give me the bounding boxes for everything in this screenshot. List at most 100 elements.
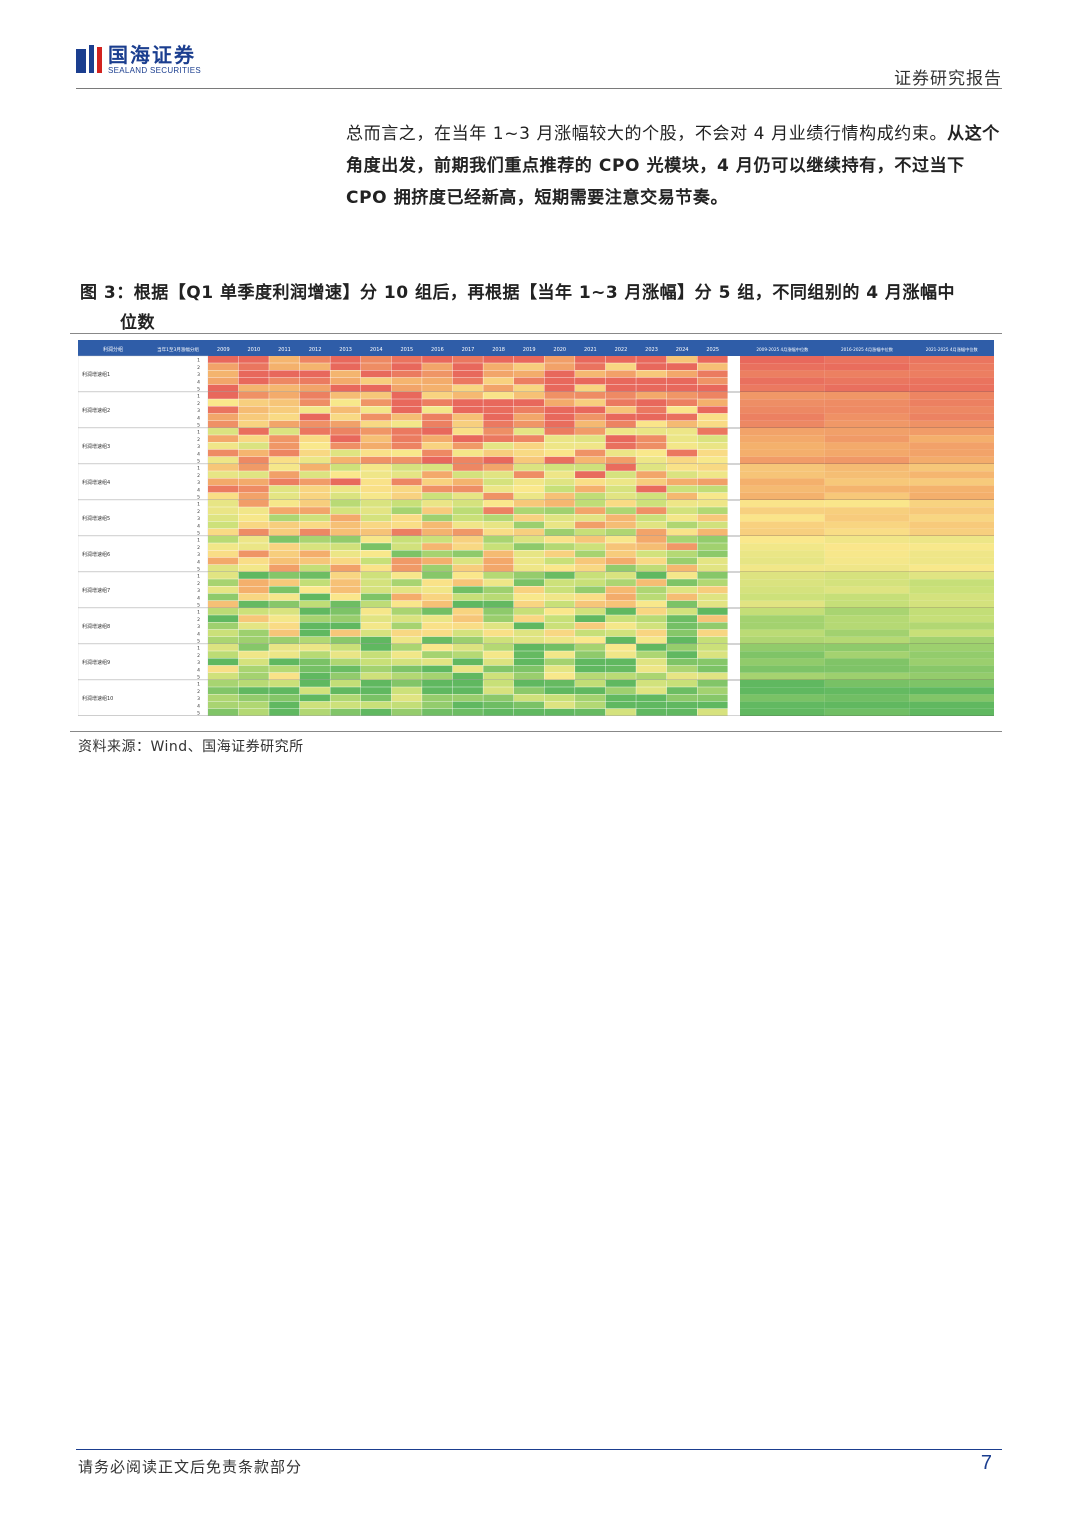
summary-cell xyxy=(909,550,994,558)
summary-cell xyxy=(909,687,994,695)
summary-cell xyxy=(740,636,825,644)
subgroup-rank: 1 xyxy=(197,538,200,544)
heatmap-cell xyxy=(666,694,698,702)
heatmap-cell xyxy=(330,636,361,644)
summary-cell xyxy=(740,399,825,407)
heatmap-cell xyxy=(666,449,698,457)
heatmap-cell xyxy=(697,629,728,637)
heatmap-cell xyxy=(544,608,575,615)
heatmap-cell xyxy=(269,672,300,680)
heatmap-cell xyxy=(697,478,728,486)
heatmap-cell xyxy=(575,392,606,399)
heatmap-cell xyxy=(452,478,483,486)
heatmap-cell xyxy=(269,701,300,709)
heatmap-cell xyxy=(269,356,300,363)
heatmap-cell xyxy=(391,701,422,709)
heatmap-cell xyxy=(238,507,269,514)
summary-cell xyxy=(824,644,910,652)
summary-cell xyxy=(909,507,994,515)
heatmap-cell xyxy=(422,392,453,399)
heatmap-cell xyxy=(269,449,300,457)
heatmap-cell xyxy=(208,658,239,666)
heatmap-cell xyxy=(605,593,636,601)
heatmap-cell xyxy=(483,579,514,586)
heatmap-cell xyxy=(697,456,728,464)
heatmap-cell xyxy=(391,557,422,565)
heatmap-cell xyxy=(299,449,330,457)
heatmap-cell xyxy=(422,550,453,558)
heatmap-cell xyxy=(636,356,667,363)
heatmap-cell xyxy=(422,464,453,471)
summary-cell xyxy=(909,608,994,616)
subgroup-rank: 4 xyxy=(197,703,200,709)
heatmap-cell xyxy=(544,413,575,421)
summary-cell xyxy=(824,442,910,450)
heatmap-cell xyxy=(391,629,422,637)
heatmap-cell xyxy=(391,593,422,601)
heatmap-cell xyxy=(330,528,361,536)
summary-cell xyxy=(824,377,910,385)
heatmap-cell xyxy=(513,615,545,622)
heatmap-cell xyxy=(452,413,483,421)
summary-cell xyxy=(909,399,994,407)
heatmap-cell xyxy=(269,464,300,471)
heatmap-cell xyxy=(575,528,606,536)
heatmap-cell xyxy=(422,694,453,702)
heatmap-cell xyxy=(605,442,636,450)
heatmap-cell xyxy=(452,456,483,464)
year-header: 2011 xyxy=(278,347,291,353)
heatmap-cell xyxy=(452,363,483,370)
heatmap-cell xyxy=(544,399,575,406)
heatmap-cell xyxy=(269,636,300,644)
heatmap-cell xyxy=(452,500,483,507)
heatmap-cell xyxy=(697,514,728,522)
heatmap-cell xyxy=(575,449,606,457)
summary-cell xyxy=(824,521,910,529)
summary-cell xyxy=(740,536,825,544)
heatmap-cell xyxy=(544,687,575,694)
subgroup-rank: 4 xyxy=(197,523,200,529)
heatmap-cell xyxy=(391,392,422,399)
heatmap-cell xyxy=(483,492,514,500)
heatmap-cell xyxy=(269,687,300,694)
heatmap-cell xyxy=(605,478,636,486)
heatmap-cell xyxy=(360,464,392,471)
heatmap-cell xyxy=(697,442,728,450)
summary-cell xyxy=(824,536,910,544)
heatmap-cell xyxy=(422,370,453,378)
group-label-cell xyxy=(78,427,209,465)
heatmap-cell xyxy=(513,665,545,673)
heatmap-cell xyxy=(269,384,300,392)
summary-cell xyxy=(824,456,910,464)
summary-cell xyxy=(909,572,994,580)
heatmap-cell xyxy=(483,449,514,457)
heatmap-cell xyxy=(605,471,636,478)
heatmap-cell xyxy=(299,651,330,658)
heatmap-cell xyxy=(330,615,361,622)
heatmap-cell xyxy=(422,622,453,630)
heatmap-cell xyxy=(422,572,453,579)
heatmap-cell xyxy=(575,615,606,622)
heatmap-cell xyxy=(697,492,728,500)
heatmap-cell xyxy=(483,377,514,385)
subgroup-rank: 3 xyxy=(197,372,200,378)
summary-cell xyxy=(909,615,994,623)
heatmap-cell xyxy=(452,370,483,378)
heatmap-cell xyxy=(636,521,667,529)
subgroup-rank: 2 xyxy=(197,473,200,479)
heatmap-cell xyxy=(697,500,728,507)
summary-cell xyxy=(740,413,825,421)
heatmap-cell xyxy=(483,564,514,572)
heatmap-cell xyxy=(636,543,667,550)
heatmap-cell xyxy=(330,579,361,586)
heatmap-cell xyxy=(330,600,361,608)
heatmap-cell xyxy=(666,485,698,493)
heatmap-cell xyxy=(269,507,300,514)
heatmap-cell xyxy=(391,528,422,536)
group-label-cell xyxy=(78,643,209,681)
heatmap-cell xyxy=(605,392,636,399)
summary-cell xyxy=(740,572,825,580)
heatmap-cell xyxy=(299,564,330,572)
heatmap-cell xyxy=(544,586,575,594)
heatmap-cell xyxy=(575,370,606,378)
